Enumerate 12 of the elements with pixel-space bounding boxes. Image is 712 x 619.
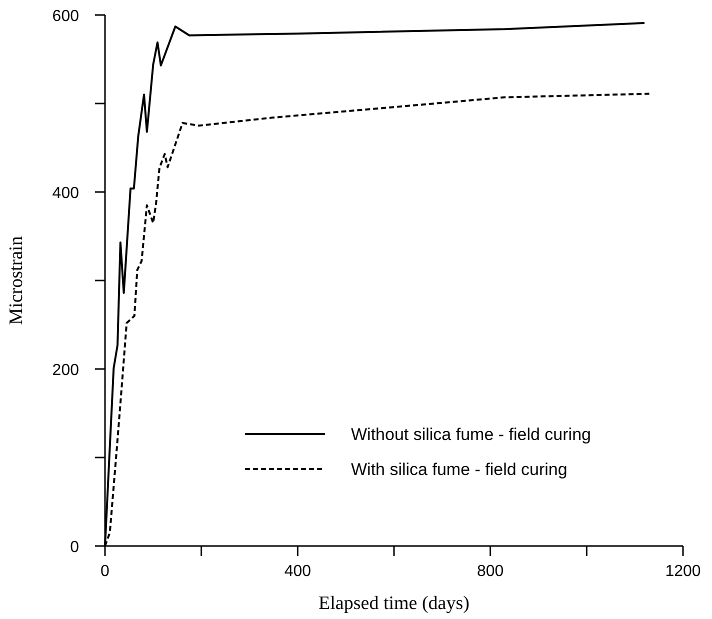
x-tick-label: 800 [476,563,504,580]
x-tick-label: 1200 [665,563,701,580]
y-tick-label: 0 [70,539,80,556]
x-tick-label: 400 [284,563,312,580]
x-tick-label: 0 [100,563,110,580]
legend-label: Without silica fume - field curing [351,425,591,444]
y-tick-label: 200 [52,362,80,379]
y-axis-title: Microstrain [6,236,27,325]
y-tick-label: 400 [52,185,80,202]
legend-label: With silica fume - field curing [351,460,568,479]
y-tick-label: 600 [52,8,80,25]
x-axis-title: Elapsed time (days) [318,593,470,614]
